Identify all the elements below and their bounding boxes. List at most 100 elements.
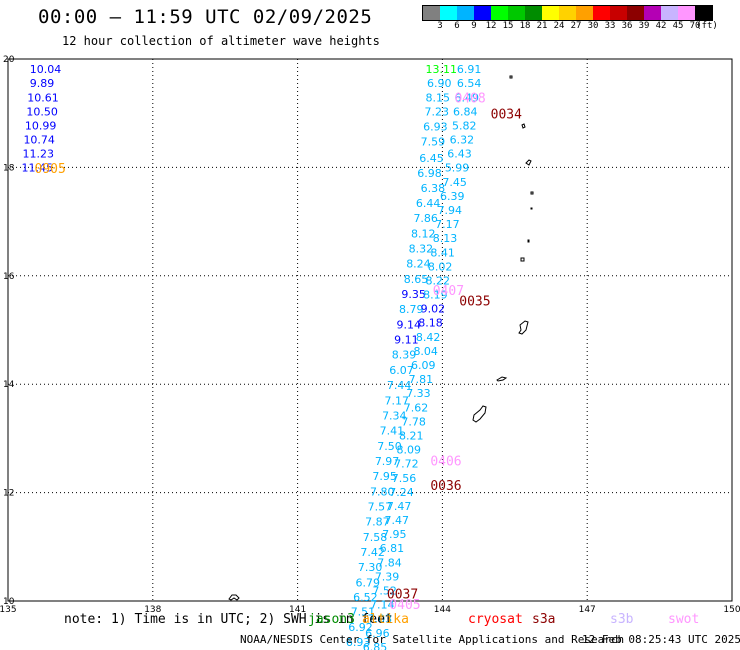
colorbar-swatch <box>457 6 474 20</box>
wave-height-value: 7.95 <box>382 528 407 541</box>
wave-height-value: 6.07 <box>389 364 414 377</box>
wave-height-value: 7.72 <box>394 458 419 471</box>
colorbar-tick-label: 18 <box>519 21 531 31</box>
lon-tick-label: 141 <box>289 605 306 615</box>
lat-tick-label: 14 <box>3 380 15 390</box>
wave-height-value: 7.47 <box>387 500 412 513</box>
wave-height-value: 7.59 <box>421 136 446 149</box>
wave-height-value: 10.50 <box>26 105 57 118</box>
wave-height-value: 6.54 <box>457 77 482 90</box>
wave-height-value: 9.89 <box>30 77 55 90</box>
wave-height-value: 7.33 <box>406 387 431 400</box>
footer-credit: NOAA/NESDIS Center for Satellite Applica… <box>240 633 625 646</box>
colorbar <box>422 5 713 21</box>
wave-height-value: 6.49 <box>454 91 479 104</box>
colorbar-swatch <box>610 6 627 20</box>
lat-tick-label: 16 <box>3 272 15 282</box>
island-coastline <box>527 239 530 243</box>
lon-tick-label: 150 <box>723 605 740 615</box>
wave-height-value: 6.38 <box>421 182 446 195</box>
colorbar-swatch <box>661 6 678 20</box>
wave-height-value: 6.96 <box>365 627 390 640</box>
colorbar-tick-label: 36 <box>621 21 633 31</box>
pass-time-label: 0407 <box>433 284 464 299</box>
wave-height-value: 6.92 <box>348 621 373 634</box>
island-coastline <box>525 159 532 166</box>
island-coastline <box>530 207 533 210</box>
wave-height-value: 7.51 <box>351 606 376 619</box>
legend-item-jason3: jason3 <box>308 612 355 627</box>
colorbar-swatch <box>593 6 610 20</box>
legend-item-altika: altika <box>362 612 409 627</box>
wave-height-value: 6.93 <box>346 636 371 649</box>
wave-height-value: 7.44 <box>387 379 412 392</box>
wave-height-value: 10.74 <box>23 134 55 147</box>
colorbar-tick-label: 30 <box>587 21 599 31</box>
colorbar-swatch <box>542 6 559 20</box>
island-coastline <box>509 75 513 79</box>
wave-height-value: 5.99 <box>445 162 470 175</box>
wave-height-value: 7.17 <box>435 218 460 231</box>
wave-height-value: 7.57 <box>368 500 393 513</box>
wave-height-value: 10.61 <box>27 91 59 104</box>
wave-height-value: 6.81 <box>380 542 405 555</box>
colorbar-swatch <box>423 6 440 20</box>
colorbar-tick-label: 21 <box>536 21 548 31</box>
wave-height-value: 8.22 <box>426 274 451 287</box>
island-coastline <box>472 405 487 423</box>
wave-height-value: 9.35 <box>401 288 426 301</box>
wave-height-value: 6.85 <box>363 641 388 650</box>
wave-height-value: 7.52 <box>372 584 397 597</box>
wave-height-value: 7.62 <box>404 401 429 414</box>
wave-height-value: 7.95 <box>372 470 397 483</box>
wave-height-value: 8.19 <box>423 289 448 302</box>
island-coastline <box>530 191 534 195</box>
colorbar-tick-label: 27 <box>570 21 582 31</box>
wave-height-value: 5.82 <box>452 119 477 132</box>
colorbar-tick-label: 24 <box>553 21 565 31</box>
map-frame <box>7 58 733 602</box>
legend-item-s3b: s3b <box>610 612 634 627</box>
legend-item-s3a: s3a <box>532 612 556 627</box>
wave-height-value: 7.56 <box>392 472 417 485</box>
wave-height-value: 8.15 <box>426 91 451 104</box>
footer-timestamp: 12 Feb 08:25:43 UTC 2025 <box>582 633 740 646</box>
colorbar-tick-label: 6 <box>454 21 460 31</box>
wave-height-value: 8.02 <box>428 260 453 273</box>
wave-height-value: 7.30 <box>358 561 383 574</box>
pass-time-label: 0905 <box>35 162 66 177</box>
wave-height-value: 7.97 <box>375 455 400 468</box>
wave-height-value: 9.14 <box>397 318 422 331</box>
wave-height-value: 7.94 <box>438 204 463 217</box>
footer-note: note: 1) Time is in UTC; 2) SWH is in fe… <box>64 612 393 627</box>
pass-time-label: 0405 <box>389 598 420 613</box>
wave-height-value: 7.45 <box>442 176 467 189</box>
wave-height-value: 7.03 <box>368 613 393 626</box>
wave-height-value: 7.39 <box>375 570 400 583</box>
lon-tick-label: 144 <box>434 605 451 615</box>
colorbar-tick-label: 12 <box>485 21 497 31</box>
wave-height-value: 6.84 <box>453 105 478 118</box>
wave-height-value: 6.90 <box>427 77 452 90</box>
wave-height-value: 10.99 <box>25 119 57 132</box>
colorbar-unit: (ft) <box>696 21 718 31</box>
wave-height-value: 7.17 <box>384 394 409 407</box>
wave-height-value: 7.87 <box>365 516 390 529</box>
wave-height-value: 6.39 <box>440 190 465 203</box>
wave-height-value: 6.52 <box>353 591 378 604</box>
wave-height-value: 7.58 <box>363 531 388 544</box>
island-coastline <box>518 320 529 335</box>
wave-height-value: 6.44 <box>416 197 441 210</box>
wave-height-value: 8.65 <box>404 273 429 286</box>
colorbar-tick-label: 39 <box>638 21 650 31</box>
wave-height-value: 10.04 <box>30 63 62 76</box>
wave-height-value: 7.14 <box>370 599 395 612</box>
lat-tick-label: 10 <box>3 597 15 607</box>
colorbar-swatch <box>644 6 661 20</box>
wave-height-value: 7.78 <box>401 415 426 428</box>
lat-tick-label: 12 <box>3 489 14 499</box>
wave-height-value: 8.12 <box>411 227 436 240</box>
lon-tick-label: 138 <box>144 605 161 615</box>
wave-height-value: 6.43 <box>447 148 472 161</box>
island-coastline <box>496 376 508 382</box>
